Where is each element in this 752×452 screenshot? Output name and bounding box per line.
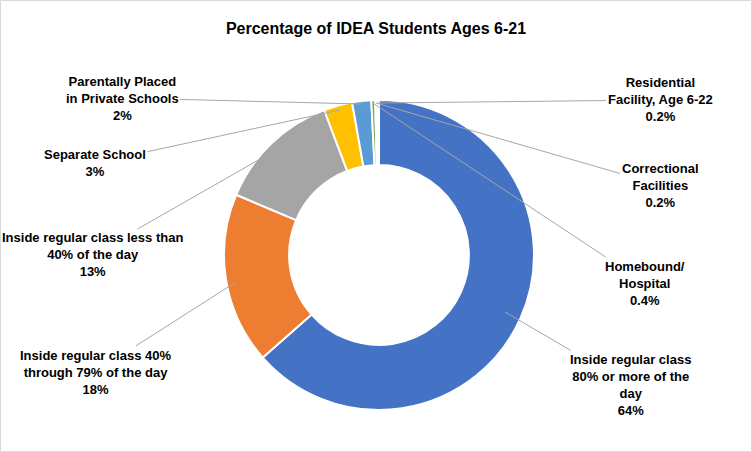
svg-text:Inside regular class80% or mor: Inside regular class80% or more of theda… [570,352,691,418]
svg-text:Inside regular class 40%throug: Inside regular class 40%through 79% of t… [20,348,171,397]
svg-text:CorrectionalFacilities0.2%: CorrectionalFacilities0.2% [622,161,699,210]
svg-text:Percentage of IDEA Students Ag: Percentage of IDEA Students Ages 6-21 [226,20,526,37]
svg-text:ResidentialFacility, Age 6-220: ResidentialFacility, Age 6-220.2% [608,75,713,124]
svg-text:Inside regular class less than: Inside regular class less than40% of the… [2,230,183,279]
svg-text:Homebound/Hospital0.4%: Homebound/Hospital0.4% [605,259,685,308]
svg-text:Separate School3%: Separate School3% [44,147,146,179]
svg-text:Parentally Placedin Private Sc: Parentally Placedin Private Schools2% [66,74,179,123]
